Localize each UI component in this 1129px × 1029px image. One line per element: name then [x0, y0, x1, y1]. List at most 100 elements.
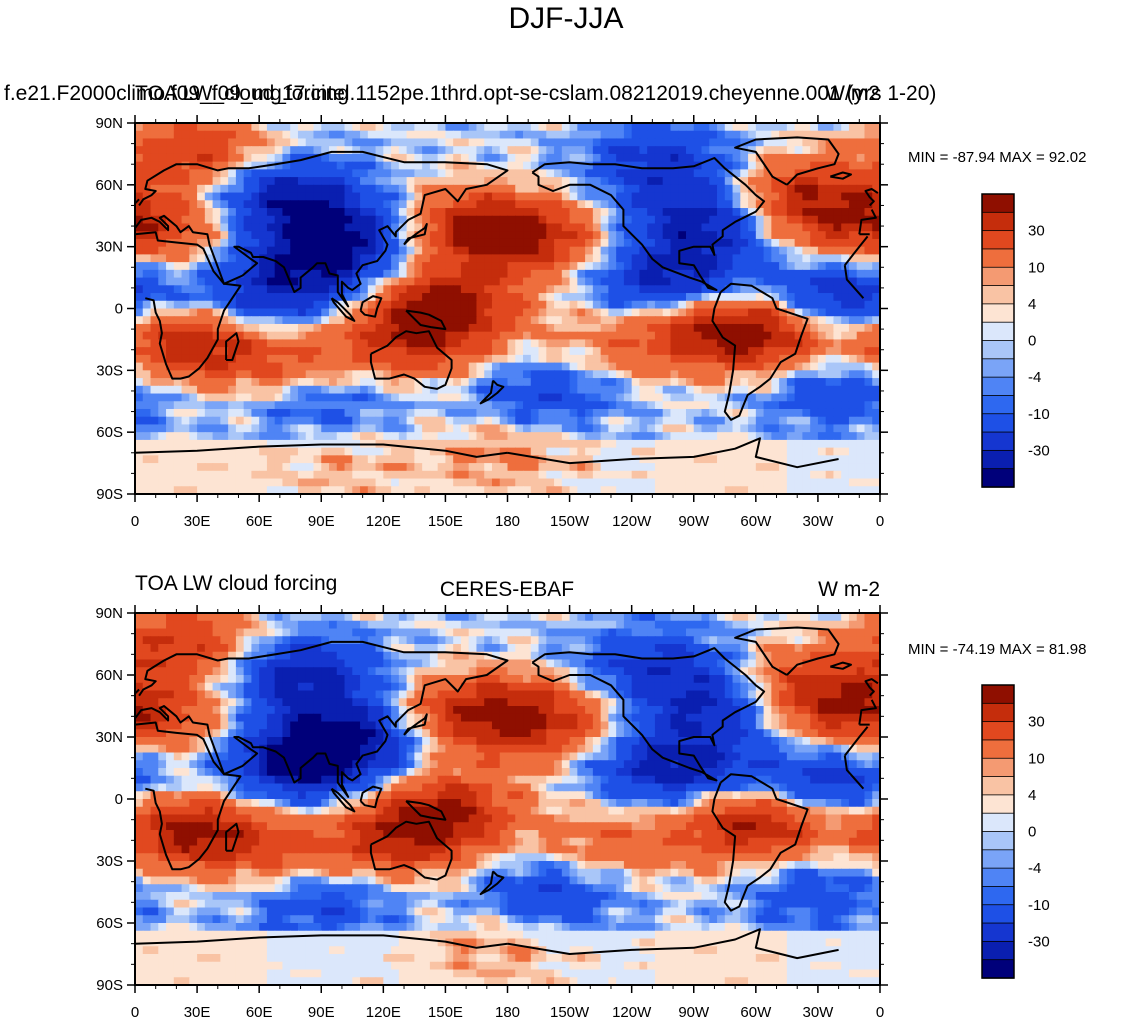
- heatmap-cell: [631, 339, 641, 348]
- heatmap-cell: [367, 401, 377, 410]
- heatmap-cell: [515, 470, 524, 480]
- heatmap-cell: [763, 184, 772, 194]
- heatmap-cell: [212, 370, 221, 379]
- heatmap-cell: [693, 130, 703, 140]
- heatmap-cell: [181, 339, 190, 348]
- heatmap-cell: [786, 130, 796, 140]
- heatmap-cell: [235, 463, 245, 472]
- heatmap-cell: [507, 478, 516, 487]
- heatmap-cell: [585, 486, 594, 494]
- heatmap-cell: [523, 231, 532, 240]
- heatmap-cell: [150, 378, 159, 387]
- heatmap-cell: [360, 269, 369, 279]
- heatmap-cell: [251, 262, 260, 271]
- heatmap-cell: [142, 463, 152, 472]
- heatmap-cell: [491, 177, 501, 186]
- heatmap-cell: [336, 362, 346, 371]
- heatmap-cell: [367, 161, 377, 170]
- heatmap-cell: [817, 308, 827, 317]
- heatmap-cell: [856, 385, 866, 395]
- heatmap-cell: [290, 223, 299, 232]
- heatmap-cell: [297, 293, 307, 302]
- heatmap-cell: [810, 308, 819, 317]
- heatmap-cell: [150, 177, 159, 186]
- heatmap-cell: [336, 393, 346, 402]
- heatmap-cell: [600, 231, 609, 240]
- heatmap-cell: [398, 231, 408, 240]
- heatmap-cell: [693, 378, 703, 387]
- heatmap-cell: [290, 401, 299, 410]
- heatmap-cell: [329, 393, 338, 402]
- heatmap-cell: [235, 262, 245, 271]
- heatmap-cell: [841, 192, 850, 201]
- heatmap-cell: [515, 323, 524, 333]
- heatmap-cell: [437, 161, 447, 170]
- heatmap-cell: [507, 269, 516, 279]
- heatmap-cell: [150, 385, 159, 395]
- heatmap-cell: [592, 432, 602, 441]
- heatmap-cell: [484, 123, 493, 132]
- heatmap-cell: [204, 339, 214, 348]
- heatmap-cell: [367, 354, 377, 364]
- heatmap-cell: [592, 347, 602, 356]
- heatmap-cell: [468, 223, 478, 232]
- heatmap-cell: [259, 316, 268, 325]
- heatmap-cell: [360, 208, 369, 217]
- heatmap-cell: [685, 393, 695, 402]
- heatmap-cell: [848, 478, 858, 487]
- heatmap-cell: [321, 153, 330, 163]
- heatmap-cell: [701, 432, 710, 441]
- heatmap-cell: [204, 424, 214, 433]
- heatmap-cell: [228, 393, 237, 402]
- heatmap-cell: [561, 439, 571, 449]
- heatmap-cell: [468, 339, 478, 348]
- heatmap-cell: [158, 238, 167, 248]
- heatmap-cell: [251, 130, 260, 140]
- heatmap-cell: [833, 470, 842, 480]
- heatmap-cell: [445, 408, 454, 418]
- heatmap-cell: [717, 246, 726, 255]
- heatmap-cell: [150, 238, 159, 248]
- heatmap-cell: [755, 277, 765, 286]
- heatmap-cell: [670, 308, 679, 317]
- heatmap-cell: [484, 238, 493, 248]
- heatmap-cell: [685, 130, 695, 140]
- heatmap-cell: [755, 478, 765, 487]
- heatmap-cell: [228, 463, 237, 472]
- heatmap-cell: [228, 269, 237, 279]
- heatmap-cell: [329, 208, 338, 217]
- heatmap-cell: [329, 177, 338, 186]
- heatmap-cell: [600, 123, 609, 132]
- heatmap-cell: [484, 339, 493, 348]
- heatmap-cell: [608, 362, 617, 371]
- heatmap-cell: [460, 401, 470, 410]
- heatmap-cell: [181, 177, 190, 186]
- heatmap-cell: [631, 463, 641, 472]
- heatmap-cell: [724, 362, 734, 371]
- heatmap-cell: [577, 432, 586, 441]
- heatmap-cell: [608, 432, 617, 441]
- heatmap-cell: [290, 238, 299, 248]
- heatmap-cell: [499, 347, 509, 356]
- heatmap-cell: [872, 447, 880, 456]
- heatmap-cell: [755, 439, 765, 449]
- heatmap-cell: [654, 246, 664, 255]
- heatmap-cell: [383, 130, 392, 140]
- heatmap-cell: [647, 308, 656, 317]
- heatmap-cell: [794, 408, 803, 418]
- heatmap-cell: [810, 277, 819, 286]
- heatmap-cell: [336, 192, 346, 201]
- heatmap-cell: [344, 354, 353, 364]
- heatmap-cell: [569, 177, 578, 186]
- heatmap-cell: [647, 169, 656, 178]
- heatmap-cell: [282, 153, 291, 163]
- heatmap-cell: [422, 269, 431, 279]
- heatmap-cell: [802, 138, 811, 147]
- heatmap-cell: [391, 123, 400, 132]
- heatmap-cell: [360, 323, 369, 333]
- heatmap-cell: [779, 231, 788, 240]
- heatmap-cell: [561, 424, 571, 433]
- heatmap-cell: [771, 486, 780, 494]
- heatmap-cell: [135, 254, 144, 263]
- heatmap-cell: [259, 169, 268, 178]
